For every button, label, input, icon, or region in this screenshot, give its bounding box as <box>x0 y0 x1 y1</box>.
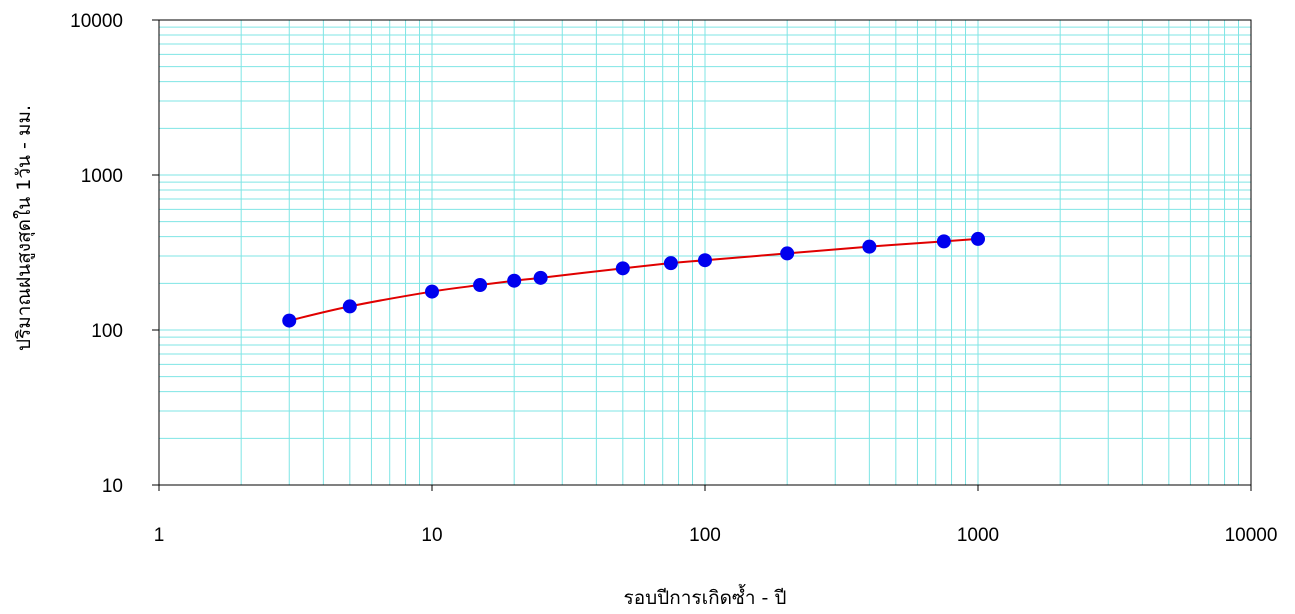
data-point <box>507 273 522 288</box>
x-tick-labels: 1 10 100 1000 10000 <box>154 525 1278 546</box>
data-point <box>533 270 548 285</box>
data-point <box>862 239 877 254</box>
data-point <box>780 246 795 261</box>
y-tick-labels: 10 100 1000 10000 <box>70 11 123 497</box>
data-point <box>342 299 357 314</box>
data-point <box>282 313 297 328</box>
series-layer <box>282 231 985 328</box>
y-tick-label: 1000 <box>81 166 123 187</box>
y-tick-label: 10 <box>102 476 123 497</box>
data-point <box>473 278 488 293</box>
x-tick-label: 100 <box>689 525 721 546</box>
y-tick-label: 10000 <box>70 11 123 32</box>
x-tick-label: 1000 <box>957 525 999 546</box>
data-point <box>936 234 951 249</box>
y-axis-title: ปริมาณฝนสูงสุดใน 1วัน - มม. <box>13 105 36 351</box>
y-tick-label: 100 <box>91 321 123 342</box>
data-point <box>971 231 985 246</box>
y-axis-ticks <box>152 19 159 486</box>
data-point <box>615 261 630 276</box>
x-tick-label: 10000 <box>1225 525 1278 546</box>
x-axis-ticks <box>158 485 1252 491</box>
data-point <box>425 284 439 299</box>
data-point <box>698 253 712 268</box>
grid-lines <box>159 20 1251 485</box>
x-tick-label: 10 <box>421 525 442 546</box>
x-axis-title: รอบปีการเกิดซ้ำ - ปี <box>623 584 786 609</box>
x-tick-label: 1 <box>154 525 165 546</box>
data-point <box>663 256 678 271</box>
